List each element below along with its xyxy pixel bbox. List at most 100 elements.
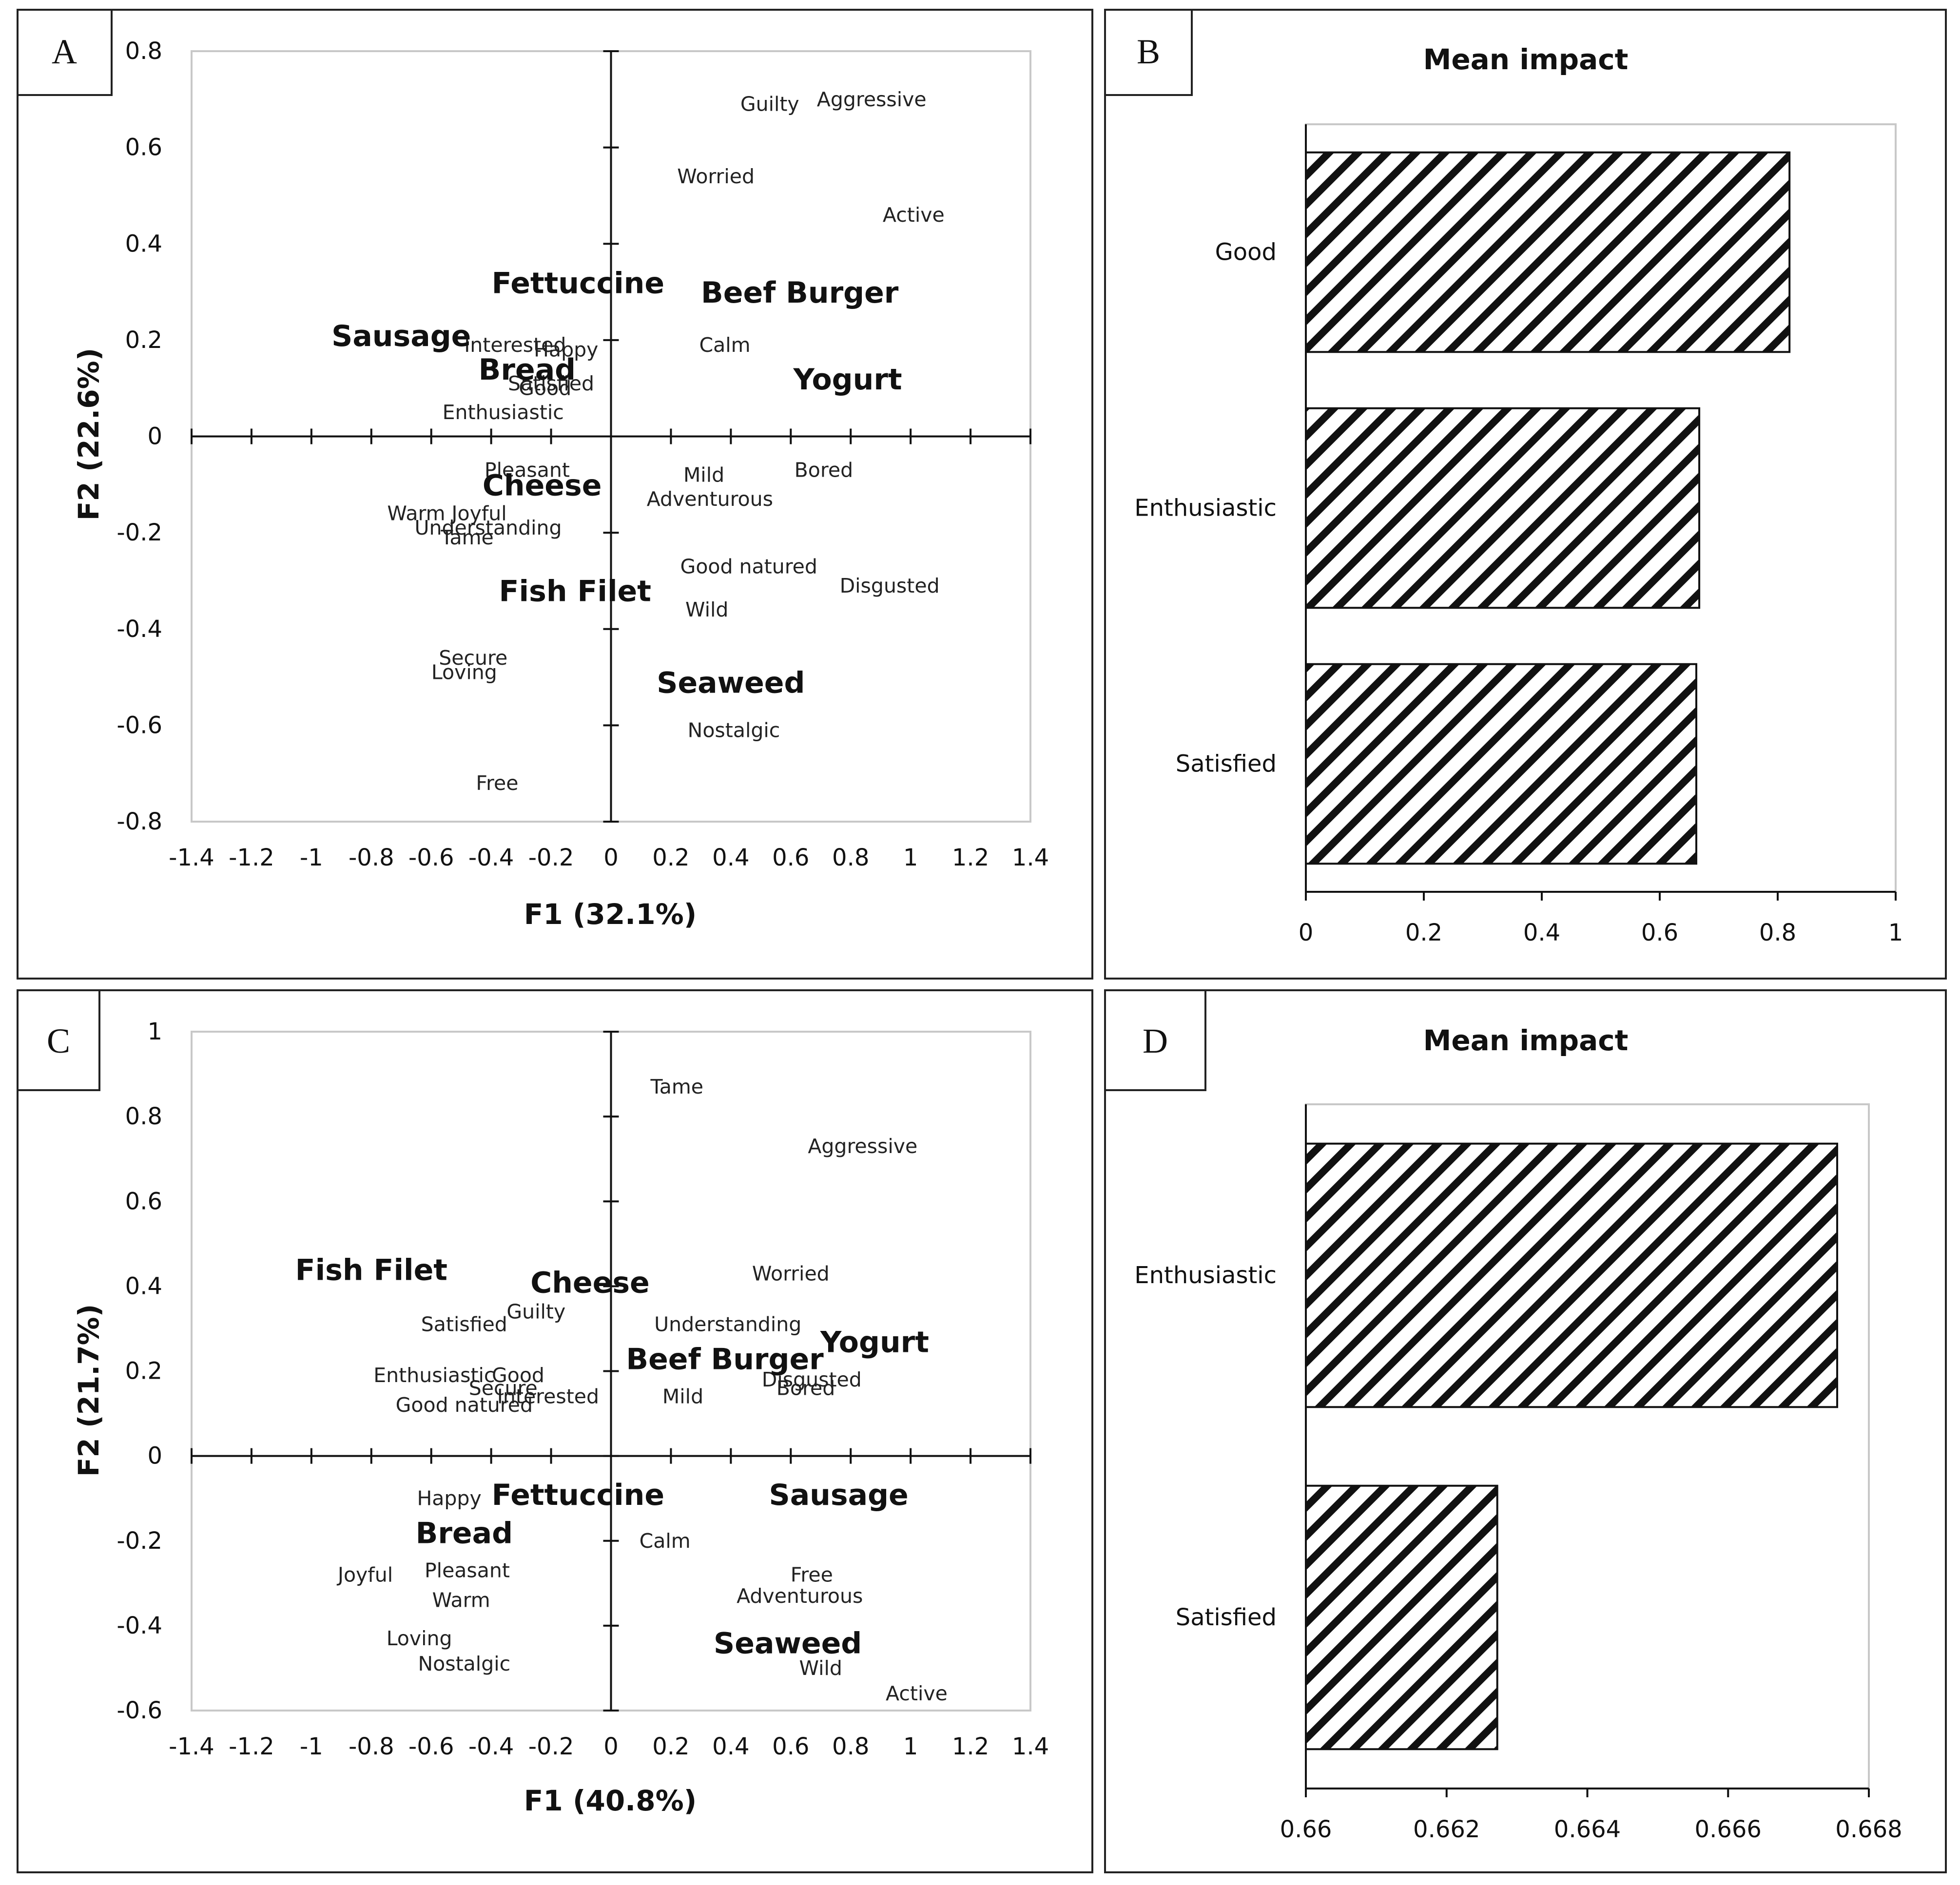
- panel-c-x-tick-label: 1: [903, 1733, 918, 1760]
- panel-b-title: Mean impact: [1423, 43, 1629, 76]
- panel-a-y-tick-label: 0.4: [125, 230, 162, 257]
- panel-a-x-tick-label: 0: [603, 844, 619, 871]
- panel-a-x-tick-label: 0.6: [772, 844, 809, 871]
- panel-a-attribute-point: Bored: [795, 459, 853, 482]
- panel-b-frame: [1104, 9, 1947, 980]
- panel-d-category-label: Satisfied: [1176, 1604, 1277, 1631]
- panel-a-y-tick-label: 0.6: [125, 134, 162, 161]
- panel-d-x-tick-label: 0.664: [1554, 1816, 1621, 1843]
- panel-a-product-point: Fettuccine: [492, 266, 664, 300]
- panel-b: B Mean impact Good Enthusiastic Satisfied 0…: [1104, 9, 1947, 980]
- panel-a-x-tick-label: 0.8: [832, 844, 869, 871]
- panel-c-y-tick-label: -0.2: [116, 1527, 162, 1555]
- panel-b-x-tick-label: 0: [1299, 919, 1314, 946]
- panel-c-letter-box: [17, 989, 100, 1091]
- panel-b-x-tick-label: 0.6: [1641, 919, 1678, 946]
- panel-c-x-tick-label: -0.2: [528, 1733, 574, 1760]
- panel-d: D Mean impact Enthusiastic Satisfied 0.66 0…: [1104, 989, 1947, 1873]
- panel-a-attribute-point: Happy: [534, 338, 598, 362]
- panel-c: C -1.4 -1.2 -1 -0.8 -0.6 -0.4 -0.2 0 0.2 0.4 0.6 0.…: [17, 989, 1093, 1873]
- panel-a-attribute-point: Aggressive: [817, 88, 927, 111]
- panel-c-x-tick-label: -0.8: [349, 1733, 394, 1760]
- panel-c-attribute-point: Adventurous: [737, 1584, 863, 1608]
- panel-c-attribute-point: Warm: [432, 1589, 490, 1612]
- panel-c-attribute-point: Secure: [469, 1376, 538, 1400]
- panel-c-x-tick-label: 0.8: [832, 1733, 869, 1760]
- panel-a-attribute-point: Understanding: [414, 516, 562, 539]
- panel-c-y-tick-label: 0: [147, 1443, 162, 1470]
- panel-c-xlabel: F1 (40.8%): [524, 1784, 697, 1817]
- panel-d-x-tick-label: 0.666: [1695, 1816, 1762, 1843]
- panel-c-attribute-point: Guilty: [506, 1300, 565, 1324]
- panel-a-y-tick-label: -0.4: [116, 616, 162, 643]
- panel-c-frame: [17, 989, 1093, 1873]
- panel-d-category-label: Enthusiastic: [1134, 1262, 1277, 1289]
- panel-a-x-tick-label: 1.2: [952, 844, 989, 871]
- panel-c-product-point: Fettuccine: [492, 1478, 664, 1512]
- panel-c-product-point: Sausage: [769, 1478, 908, 1512]
- panel-a-x-tick-label: -1.4: [169, 844, 214, 871]
- panel-a-attribute-point: Good natured: [680, 555, 817, 578]
- panel-a-product-point: Sausage: [331, 319, 471, 353]
- panel-c-attribute-point: Tame: [650, 1075, 703, 1098]
- panel-c-attribute-point: Loving: [387, 1627, 452, 1650]
- panel-b-category-label: Satisfied: [1176, 750, 1277, 778]
- panel-d-letter-box: [1104, 989, 1206, 1091]
- panel-a-attribute-point: Tame: [440, 526, 494, 549]
- panel-c-y-tick-label: 0.6: [125, 1188, 162, 1215]
- panel-a-attribute-point: Joyful: [450, 502, 506, 525]
- panel-c-attribute-point: Happy: [417, 1487, 481, 1510]
- panel-d-letter: D: [1143, 1021, 1168, 1060]
- panel-c-attribute-point: Calm: [640, 1529, 691, 1553]
- panel-c-attribute-point: Bored: [776, 1376, 835, 1400]
- panel-b-category-label: Enthusiastic: [1134, 495, 1277, 522]
- panel-c-attribute-point: Satisfied: [421, 1313, 507, 1336]
- panel-a-y-tick-label: 0.2: [125, 327, 162, 354]
- panel-c-x-tick-label: 1.4: [1012, 1733, 1049, 1760]
- panel-a-attribute-point: Calm: [699, 333, 751, 357]
- panel-c-attribute-point: Aggressive: [808, 1135, 917, 1158]
- panel-c-x-tick-label: 0: [603, 1733, 619, 1760]
- panel-c-chart: -1.4 -1.2 -1 -0.8 -0.6 -0.4 -0.2 0 0.2 0.4 0.6 0.8 1…: [116, 1018, 1049, 1760]
- panel-c-y-tick-label: -0.4: [116, 1612, 162, 1639]
- panel-c-attribute-point: Joyful: [336, 1563, 393, 1586]
- panel-a-y-tick-label: -0.2: [116, 519, 162, 546]
- panel-c-y-tick-label: -0.6: [116, 1697, 162, 1724]
- panel-a-letter-box: [17, 9, 113, 96]
- panel-c-x-tick-label: -0.6: [408, 1733, 454, 1760]
- panel-a-product-point: Yogurt: [793, 363, 902, 397]
- panel-d-x-tick-label: 0.668: [1835, 1816, 1902, 1843]
- panel-a-attribute-point: Satisfied: [508, 372, 594, 395]
- panel-b-chart: Good Enthusiastic Satisfied 0 0.2 0.4 0.6 0.8 1: [1134, 123, 1903, 946]
- panel-a-x-tick-label: 0.2: [652, 844, 689, 871]
- panel-c-x-tick-label: 0.6: [772, 1733, 809, 1760]
- panel-c-attribute-point: Active: [886, 1682, 948, 1705]
- panel-c-product-point: Yogurt: [820, 1326, 929, 1360]
- panel-a-product-point: Bread: [479, 353, 576, 387]
- panel-a-attribute-point: Wild: [685, 598, 728, 621]
- panel-a-ylabel: F2 (22.6%): [72, 348, 105, 520]
- panel-c-x-tick-label: 1.2: [952, 1733, 989, 1760]
- panel-a-attribute-point: Enthusiastic: [443, 401, 564, 424]
- panel-a-attribute-point: Secure: [439, 646, 507, 670]
- panel-a-chart: -1.4 -1.2 -1 -0.8 -0.6 -0.4 -0.2 0 0.2 0.4 0.6 0.8 1…: [116, 38, 1049, 871]
- panel-c-attribute-point: Interested: [497, 1385, 599, 1408]
- panel-a-attribute-point: Free: [476, 771, 518, 795]
- panel-a-product-point: Fish Filet: [499, 575, 651, 609]
- panel-b-letter: B: [1137, 32, 1160, 71]
- panel-a-x-tick-label: 1.4: [1012, 844, 1049, 871]
- panel-c-x-tick-label: -1.2: [229, 1733, 274, 1760]
- panel-b-x-tick-label: 0.8: [1759, 919, 1796, 946]
- panel-b-bar: [1305, 407, 1701, 609]
- panel-a-attribute-point: Nostalgic: [688, 718, 780, 742]
- panel-c-product-point: Bread: [416, 1516, 513, 1550]
- panel-c-y-tick-label: 1: [147, 1018, 162, 1045]
- panel-a-y-tick-label: -0.8: [116, 808, 162, 835]
- panel-a-frame: [17, 9, 1093, 980]
- panel-a-x-tick-label: 1: [903, 844, 918, 871]
- panel-b-x-tick-label: 0.2: [1405, 919, 1442, 946]
- panel-c-x-tick-label: -1: [300, 1733, 323, 1760]
- panel-c-attribute-point: Free: [791, 1563, 833, 1586]
- panel-a-x-tick-label: -1: [300, 844, 323, 871]
- panel-c-product-point: Beef Burger: [626, 1342, 824, 1376]
